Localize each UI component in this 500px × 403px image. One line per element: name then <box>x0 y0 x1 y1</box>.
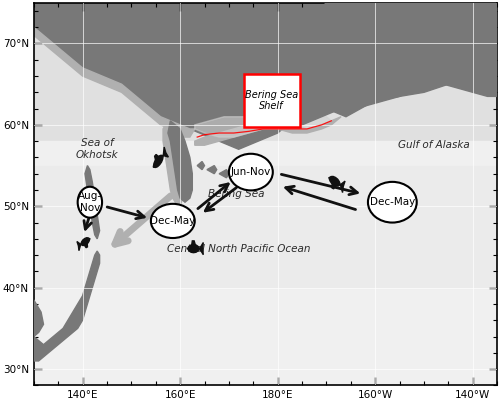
Ellipse shape <box>78 187 102 218</box>
Polygon shape <box>195 117 332 137</box>
Polygon shape <box>34 3 497 149</box>
Text: Jun-Nov: Jun-Nov <box>230 167 271 177</box>
Polygon shape <box>234 174 243 182</box>
Polygon shape <box>164 147 168 157</box>
Ellipse shape <box>229 154 273 190</box>
Polygon shape <box>192 241 196 245</box>
Text: Central North Pacific Ocean: Central North Pacific Ocean <box>167 243 310 253</box>
Text: Sea of
Okhotsk: Sea of Okhotsk <box>76 139 118 160</box>
Ellipse shape <box>368 182 416 222</box>
Text: Dec-May: Dec-May <box>370 197 415 207</box>
Polygon shape <box>188 245 200 253</box>
Polygon shape <box>340 181 345 193</box>
Polygon shape <box>248 178 258 186</box>
Polygon shape <box>80 238 90 245</box>
Polygon shape <box>34 141 497 385</box>
Polygon shape <box>84 243 87 248</box>
Polygon shape <box>163 125 182 206</box>
Polygon shape <box>197 162 204 170</box>
Polygon shape <box>219 170 229 178</box>
Text: Bering Sea
Shelf: Bering Sea Shelf <box>245 89 298 111</box>
Polygon shape <box>154 155 164 168</box>
Text: Aug-
Nov: Aug- Nov <box>78 191 102 213</box>
Polygon shape <box>190 3 497 125</box>
Polygon shape <box>200 243 203 255</box>
Polygon shape <box>77 241 80 251</box>
Ellipse shape <box>151 204 195 238</box>
Polygon shape <box>34 27 195 137</box>
Text: Bering Sea: Bering Sea <box>208 189 264 199</box>
FancyBboxPatch shape <box>244 75 300 127</box>
Polygon shape <box>329 177 340 186</box>
Polygon shape <box>207 166 216 174</box>
Polygon shape <box>34 251 100 361</box>
Polygon shape <box>85 166 100 239</box>
Text: Dec-May: Dec-May <box>150 216 196 226</box>
Polygon shape <box>168 121 192 202</box>
Polygon shape <box>195 117 341 145</box>
Text: Gulf of Alaska: Gulf of Alaska <box>398 140 469 150</box>
Polygon shape <box>29 300 43 337</box>
Polygon shape <box>34 166 497 288</box>
Polygon shape <box>154 154 158 160</box>
Polygon shape <box>332 184 336 189</box>
